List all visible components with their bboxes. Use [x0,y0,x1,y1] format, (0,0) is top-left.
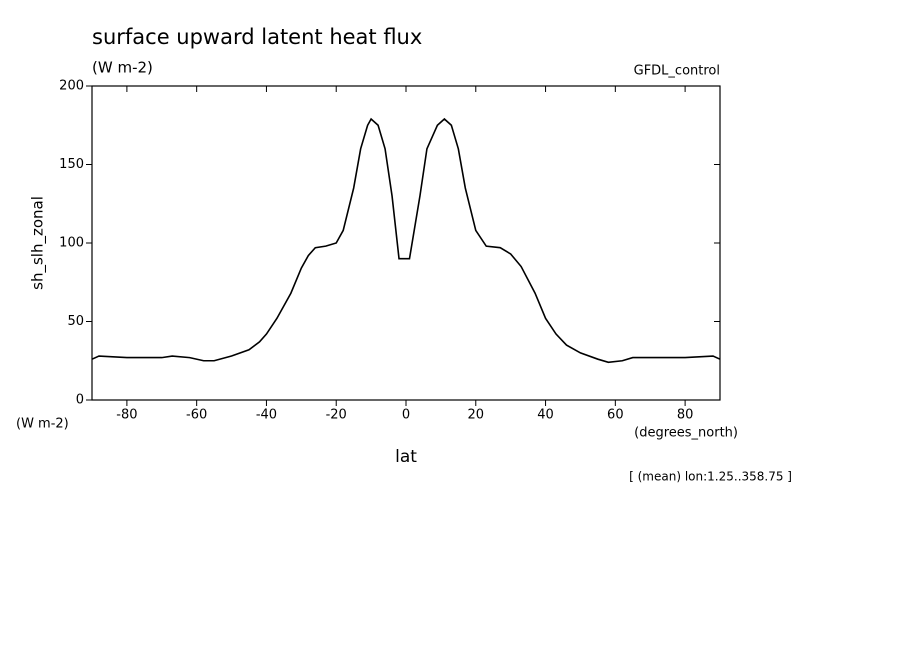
x-tick-label: -20 [326,408,347,423]
dataset-label: GFDL_control [634,64,720,79]
y-axis-label: sh_slh_zonal [29,196,48,290]
y-tick-label: 0 [76,393,84,408]
y-units: (W m-2) [16,417,69,432]
data-line [91,117,721,364]
note: [ (mean) lon:1.25..358.75 ] [629,470,792,484]
subtitle: (W m-2) [92,59,153,77]
y-tick-label: 150 [59,157,84,172]
x-tick-label: 60 [607,408,624,423]
chart-title: surface upward latent heat flux [92,25,422,49]
x-axis-label: lat [395,447,417,467]
x-tick-label: -60 [186,408,207,423]
x-tick-label: 40 [537,408,554,423]
x-tick-label: 80 [677,408,694,423]
y-tick-label: 50 [67,314,84,329]
x-tick-label: -40 [256,408,277,423]
x-tick-label: -80 [116,408,137,423]
y-tick-label: 200 [59,79,84,94]
x-tick-label: 20 [468,408,485,423]
y-tick-label: 100 [59,236,84,251]
x-units: (degrees_north) [634,426,738,441]
x-tick-label: 0 [402,408,410,423]
